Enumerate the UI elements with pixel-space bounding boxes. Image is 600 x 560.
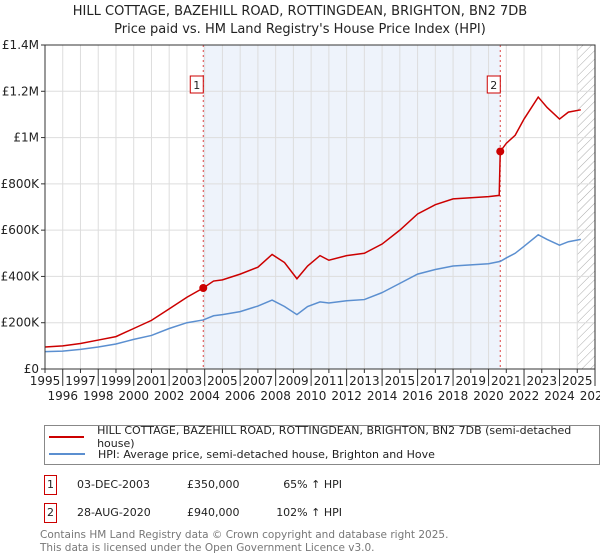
x-tick-label: 2023 (527, 374, 558, 388)
footer: Contains HM Land Registry data © Crown c… (40, 529, 448, 555)
y-tick-label: £200K (1, 316, 41, 330)
x-tick-label: 2020 (473, 389, 504, 403)
sale-marker-box (189, 75, 204, 94)
x-tick-label: 1998 (83, 389, 114, 403)
legend-label-property: HILL COTTAGE, BAZEHILL ROAD, ROTTINGDEAN… (97, 424, 572, 450)
x-tick-label: 2026 (580, 389, 600, 403)
transaction-price: £350,000 (187, 478, 240, 491)
legend-swatch-hpi (49, 453, 85, 455)
sale-point (199, 284, 208, 292)
transaction-marker: 1 (44, 475, 57, 495)
property-price-line (44, 95, 581, 348)
transaction-row: 2 28-AUG-2020 £940,000 102% ↑ HPI (44, 503, 444, 525)
x-tick-label: 2014 (367, 389, 398, 403)
x-tick-label: 2000 (118, 389, 149, 403)
chart-subtitle: Price paid vs. HM Land Registry's House … (114, 22, 486, 37)
x-tick-label: 2012 (331, 389, 362, 403)
hpi-line (44, 233, 581, 353)
x-tick-label: 2001 (136, 374, 167, 388)
sale-point (496, 147, 505, 156)
transaction-row: 1 03-DEC-2003 £350,000 65% ↑ HPI (44, 475, 444, 497)
x-tick-label: 2018 (438, 389, 469, 403)
y-tick-label: £1.2M (2, 84, 39, 98)
x-tick-label: 2007 (243, 374, 274, 388)
transaction-date: 03-DEC-2003 (77, 478, 151, 491)
legend-label-hpi: HPI: Average price, semi-detached house,… (98, 447, 435, 461)
transaction-price: £940,000 (187, 506, 240, 519)
y-tick-label: £0 (24, 362, 39, 376)
legend-swatch-property (49, 436, 85, 438)
x-tick-label: 2006 (225, 389, 256, 403)
x-tick-label: 1996 (47, 389, 78, 403)
x-tick-label: 1997 (65, 374, 96, 388)
y-tick-label: £400K (1, 269, 41, 283)
y-tick-label: £1M (13, 131, 39, 145)
plot-frame (44, 44, 596, 370)
sale-marker-box (486, 75, 501, 94)
x-tick-label: 1995 (30, 374, 61, 388)
forecast-hatch (577, 45, 595, 369)
x-tick-label: 2009 (278, 374, 309, 388)
transaction-date: 28-AUG-2020 (77, 506, 151, 519)
x-tick-label: 2005 (207, 374, 238, 388)
x-tick-label: 2010 (296, 389, 327, 403)
x-tick-label: 2011 (314, 374, 345, 388)
transaction-hpi: 65% ↑ HPI (283, 478, 342, 491)
x-tick-label: 2025 (562, 374, 593, 388)
y-tick-label: £600K (1, 223, 41, 237)
chart-title: HILL COTTAGE, BAZEHILL ROAD, ROTTINGDEAN… (72, 4, 528, 19)
x-tick-label: 2022 (509, 389, 540, 403)
x-tick-label: 2003 (172, 374, 203, 388)
x-tick-label: 2013 (349, 374, 380, 388)
x-tick-label: 2016 (402, 389, 433, 403)
x-tick-label: 2004 (189, 389, 220, 403)
legend: HILL COTTAGE, BAZEHILL ROAD, ROTTINGDEAN… (44, 424, 600, 465)
x-tick-label: 2021 (491, 374, 522, 388)
x-tick-label: 2008 (260, 389, 291, 403)
x-tick-label: 2019 (456, 374, 487, 388)
y-tick-label: £800K (1, 177, 41, 191)
y-tick-label: £1.4M (2, 38, 39, 52)
footer-licence: This data is licensed under the Open Gov… (40, 542, 375, 554)
price-chart: 1995199619971998199920002001200220032004… (1, 38, 600, 403)
transaction-marker: 2 (44, 503, 57, 523)
footer-copyright: Contains HM Land Registry data © Crown c… (40, 529, 449, 541)
x-tick-label: 2017 (420, 374, 451, 388)
sale-marker-label: 1 (193, 79, 200, 92)
x-tick-label: 1999 (101, 374, 132, 388)
sale-marker-label: 2 (490, 79, 497, 92)
x-tick-label: 2002 (154, 389, 185, 403)
x-tick-label: 2024 (544, 389, 575, 403)
transaction-hpi: 102% ↑ HPI (276, 506, 342, 519)
sale-period-shading (203, 45, 501, 369)
x-tick-label: 2015 (385, 374, 416, 388)
